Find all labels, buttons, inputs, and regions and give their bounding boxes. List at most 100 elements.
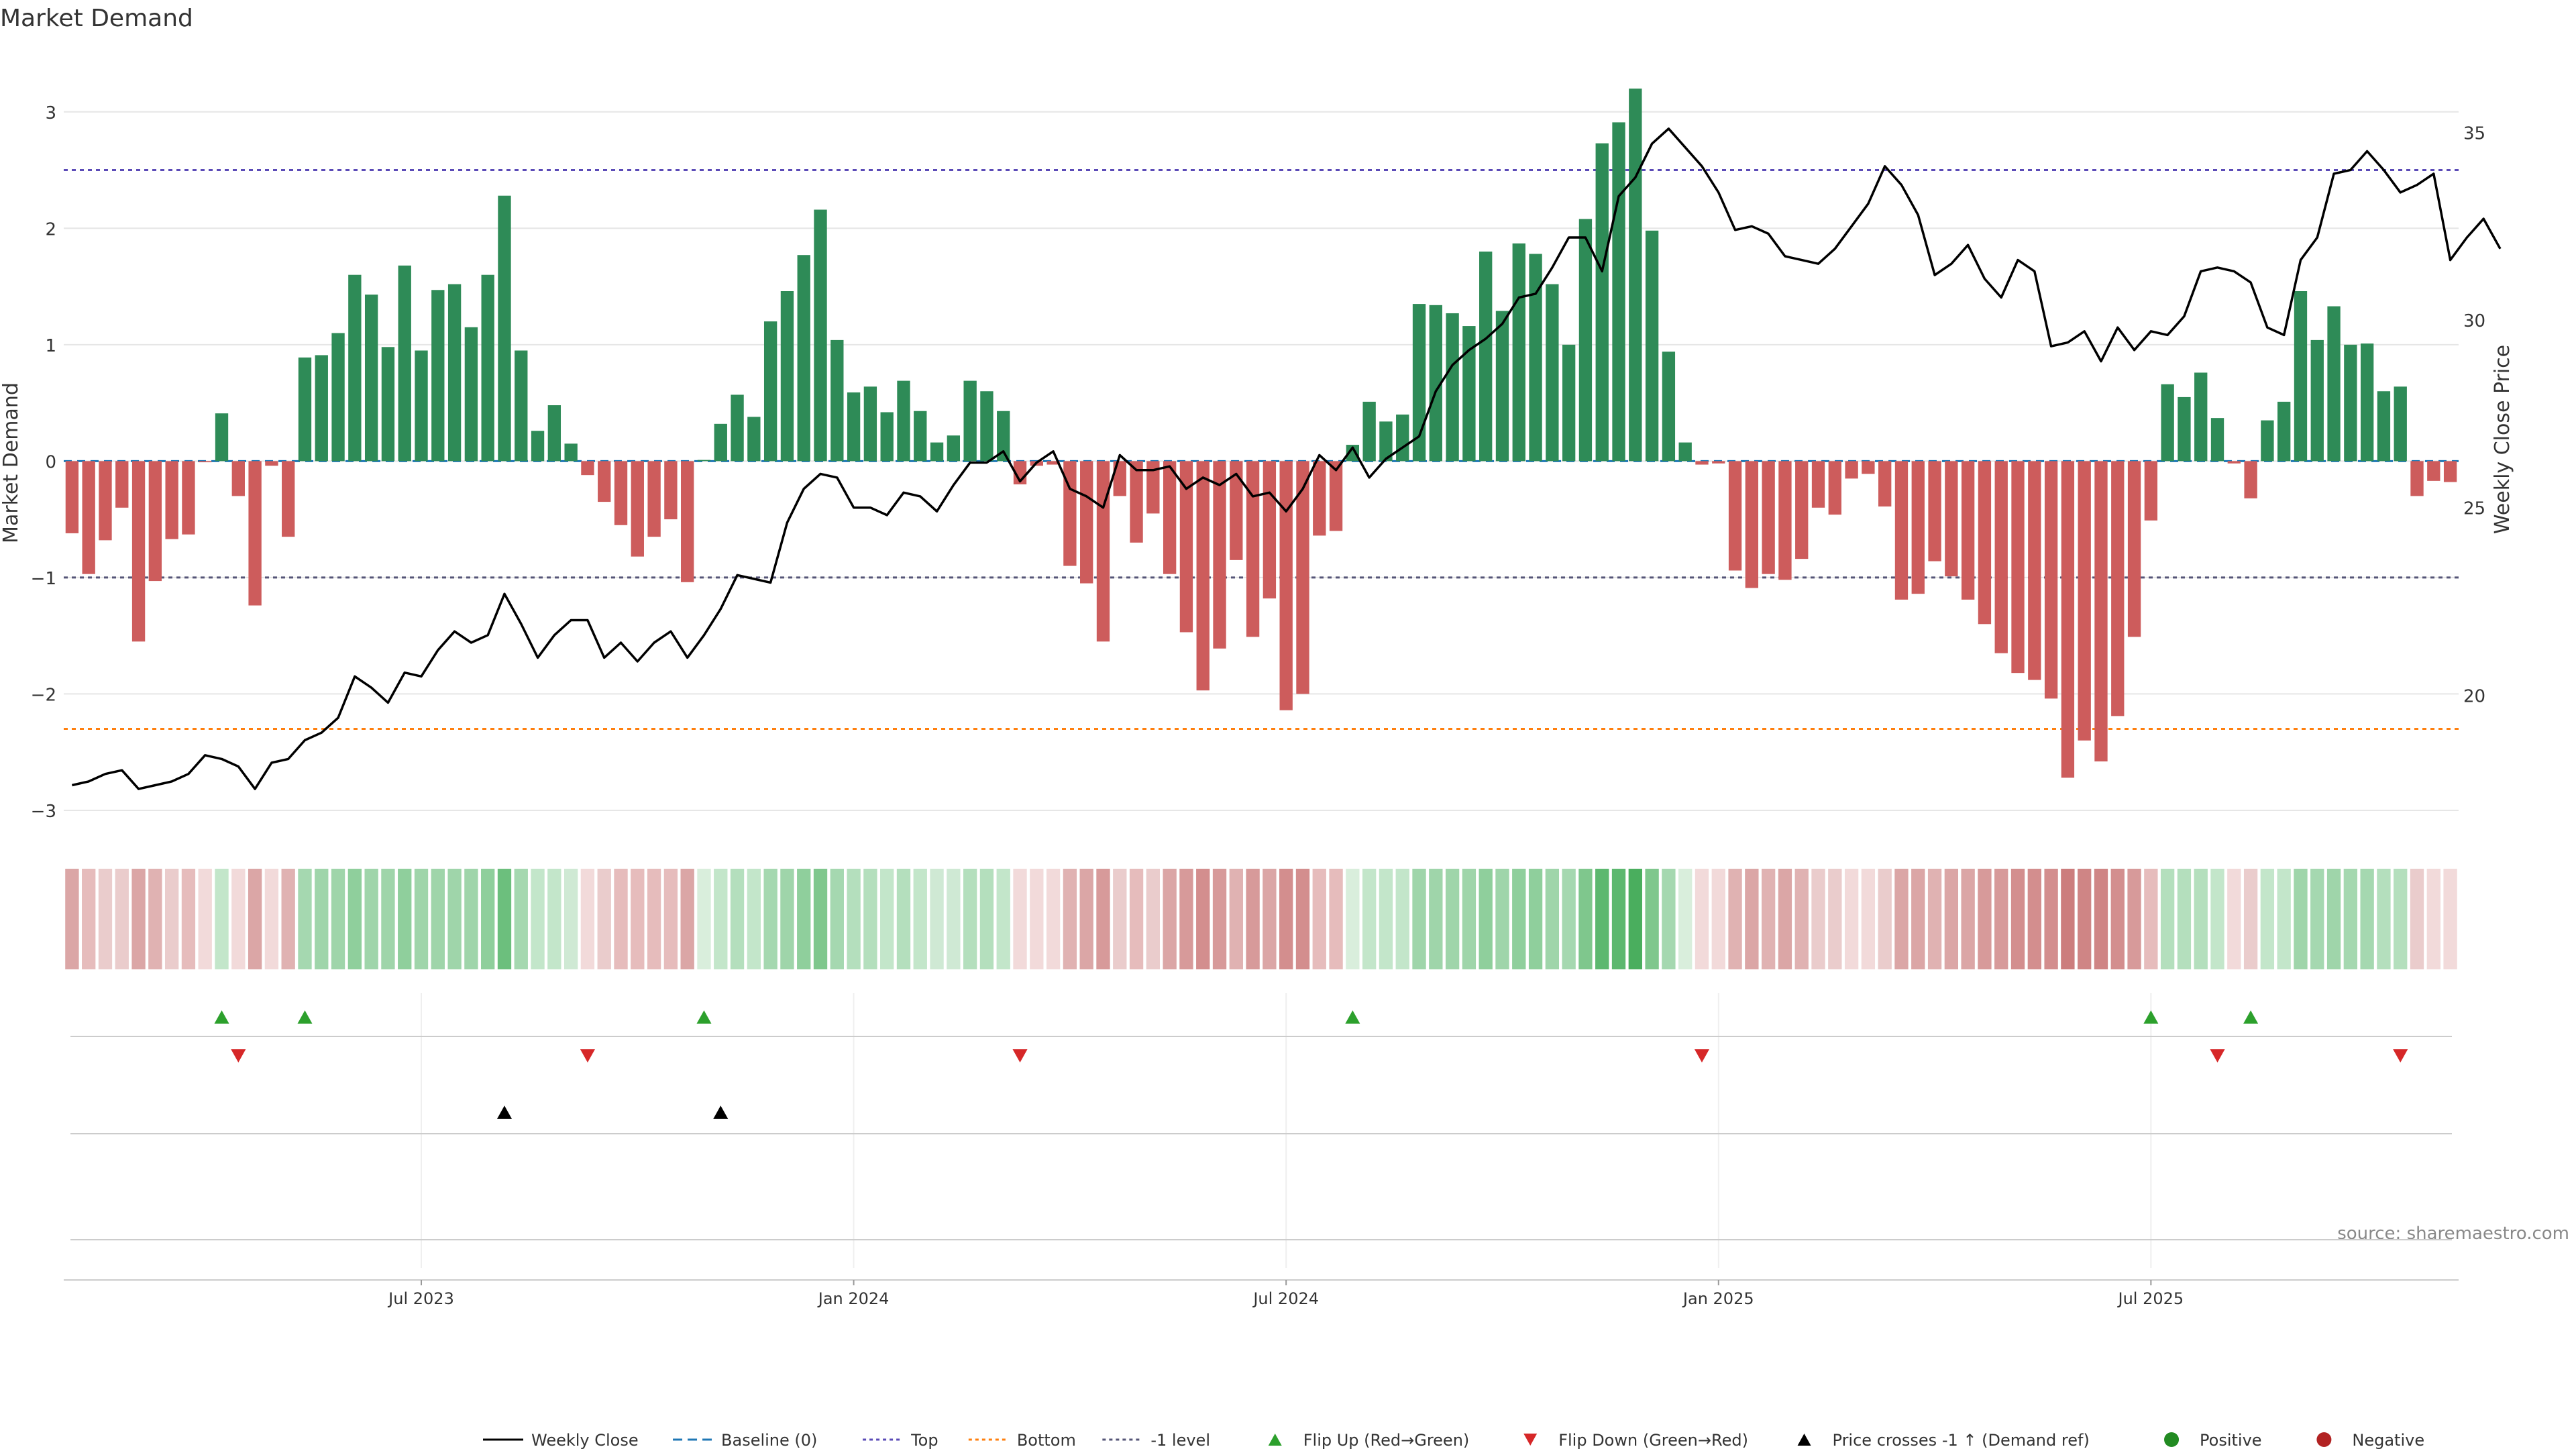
demand-bar — [1862, 461, 1875, 474]
demand-bar — [364, 294, 378, 462]
strength-cell — [597, 869, 611, 969]
strength-cell — [264, 869, 279, 969]
strength-cell — [447, 869, 462, 969]
demand-bar — [1479, 252, 1493, 462]
demand-bar — [2427, 461, 2440, 481]
strength-cell — [1911, 869, 1925, 969]
strength-cell — [547, 869, 561, 969]
y-tick-label: −3 — [31, 802, 56, 822]
flip-up-marker — [2243, 1010, 2259, 1024]
flip-up-marker — [297, 1010, 313, 1024]
strength-cell — [1462, 869, 1477, 969]
strength-cell — [1329, 869, 1343, 969]
demand-bar — [1163, 461, 1177, 574]
strength-cell — [930, 869, 944, 969]
strength-cell — [1761, 869, 1776, 969]
y-tick-label: −2 — [31, 685, 56, 705]
reference-lines — [64, 169, 2459, 730]
strength-cell — [1595, 869, 1609, 969]
event-marker-panels — [70, 1010, 2452, 1240]
demand-bar — [2327, 306, 2341, 462]
strength-cell — [2144, 869, 2158, 969]
strength-cell — [1844, 869, 1859, 969]
demand-bar — [381, 347, 395, 462]
demand-bar — [1678, 442, 1692, 462]
demand-bar — [2394, 386, 2407, 462]
demand-bar — [897, 380, 910, 462]
demand-bar — [763, 321, 777, 462]
legend-label: Price crosses -1 ↑ (Demand ref) — [1833, 1431, 2090, 1449]
demand-bar — [547, 405, 561, 462]
demand-bar — [914, 411, 927, 462]
strength-cell — [1229, 869, 1243, 969]
legend-label: Flip Up (Red→Green) — [1303, 1431, 1470, 1449]
strength-cell — [1828, 869, 1842, 969]
demand-bar — [1745, 461, 1759, 588]
y2-axis-label: Weekly Close Price — [2491, 345, 2514, 534]
strength-cell — [763, 869, 777, 969]
demand-strength-strip — [65, 869, 2457, 969]
strength-cell — [1346, 869, 1360, 969]
strength-cell — [1944, 869, 1959, 969]
demand-bar — [797, 255, 810, 462]
demand-bar — [1146, 461, 1160, 514]
strength-cell — [1279, 869, 1293, 969]
legend-dot-swatch — [2164, 1432, 2180, 1447]
legend-label: Positive — [2200, 1431, 2262, 1449]
strength-cell — [631, 869, 645, 969]
strength-cell — [896, 869, 911, 969]
strength-cell — [1479, 869, 1493, 969]
strength-cell — [315, 869, 329, 969]
strength-cell — [1861, 869, 1876, 969]
demand-bar — [464, 327, 478, 462]
flip-down-marker — [1012, 1049, 1028, 1063]
legend-label: Weekly Close — [531, 1431, 639, 1449]
demand-bar — [847, 392, 861, 462]
demand-bar — [131, 461, 146, 642]
strength-cell — [1429, 869, 1443, 969]
demand-bar — [1230, 461, 1243, 560]
demand-bar — [1296, 461, 1309, 694]
strength-cell — [1295, 869, 1310, 969]
strength-cell — [331, 869, 345, 969]
strength-cell — [2078, 869, 2092, 969]
demand-bar — [1695, 461, 1709, 465]
strength-cell — [2294, 869, 2308, 969]
strength-cell — [2061, 869, 2075, 969]
demand-bar — [2360, 343, 2374, 462]
strength-cell — [2377, 869, 2391, 969]
demand-bar — [2410, 461, 2424, 496]
strength-cell — [1978, 869, 1992, 969]
demand-bar — [531, 431, 545, 462]
strength-cell — [963, 869, 977, 969]
strength-cell — [1495, 869, 1509, 969]
demand-bar — [248, 461, 262, 606]
strength-cell — [2426, 869, 2440, 969]
demand-bar — [415, 350, 428, 462]
demand-bar — [398, 265, 411, 462]
strength-cell — [181, 869, 196, 969]
strength-cell — [131, 869, 146, 969]
demand-bar — [863, 386, 877, 462]
demand-bar — [1928, 461, 1941, 561]
demand-bar — [331, 333, 345, 462]
strength-cell — [1878, 869, 1892, 969]
strength-cell — [1745, 869, 1759, 969]
legend-label: Top — [910, 1431, 938, 1449]
demand-bar — [1712, 461, 1725, 464]
flip-down-marker — [2210, 1049, 2225, 1063]
x-tick-label: Jan 2025 — [1682, 1289, 1754, 1308]
strength-cell — [1146, 869, 1161, 969]
demand-bar — [1446, 313, 1459, 462]
flip-down-marker — [1694, 1049, 1709, 1063]
demand-bar — [231, 461, 245, 496]
strength-cell — [65, 869, 79, 969]
strength-cell — [1794, 869, 1809, 969]
strength-cell — [1512, 869, 1526, 969]
strength-cell — [2343, 869, 2358, 969]
strength-cell — [614, 869, 628, 969]
demand-bar — [182, 461, 195, 535]
demand-bar — [431, 290, 445, 462]
